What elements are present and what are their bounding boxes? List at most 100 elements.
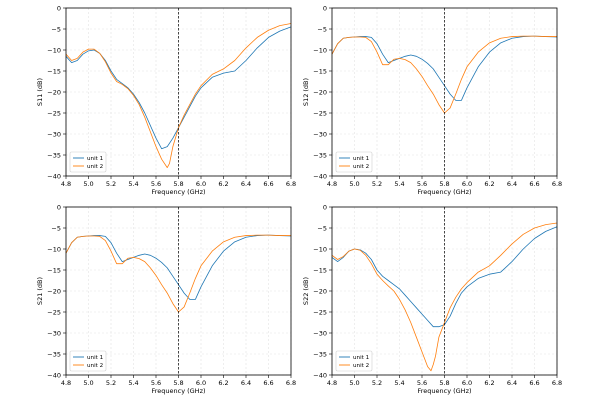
x-tick-label: 5.4 — [128, 379, 138, 387]
y-tick-label: −30 — [47, 329, 61, 337]
y-tick-label: −15 — [313, 67, 327, 75]
y-tick-label: −25 — [47, 308, 61, 316]
y-tick-label: −30 — [313, 130, 327, 138]
y-axis-label: S11 (dB) — [36, 78, 44, 106]
y-tick-label: −35 — [313, 350, 327, 358]
x-tick-label: 6.8 — [552, 180, 562, 188]
x-tick-label: 6.4 — [507, 379, 517, 387]
x-tick-label: 6.6 — [529, 180, 539, 188]
y-axis-label: S22 (dB) — [302, 277, 310, 305]
y-tick-label: −10 — [313, 46, 327, 54]
y-tick-label: −10 — [47, 245, 61, 253]
x-tick-label: 5.2 — [106, 379, 116, 387]
x-tick-label: 4.8 — [327, 180, 337, 188]
series-line-unit-2 — [331, 35, 557, 114]
x-tick-label: 6.2 — [484, 379, 494, 387]
x-tick-label: 6.2 — [484, 180, 494, 188]
y-tick-label: −25 — [47, 109, 61, 117]
y-tick-label: −35 — [47, 151, 61, 159]
y-tick-label: −20 — [313, 287, 327, 295]
legend-label: unit 1 — [353, 355, 370, 361]
series-line-unit-1 — [65, 234, 292, 300]
subplot-s11: 4.8 5.0 5.2 5.4 5.6 5.8 6.0 6.2 6.4 6.6 6.8 0 −5 −10 −… — [36, 4, 296, 196]
legend-box — [69, 350, 107, 372]
series-line-unit-1 — [331, 35, 558, 101]
x-tick-label: 5.0 — [349, 379, 359, 387]
y-tick-label: −5 — [51, 25, 61, 33]
series-line-unit-1 — [65, 26, 292, 150]
y-tick-label: −25 — [313, 308, 327, 316]
y-tick-label: −15 — [313, 266, 327, 274]
legend: unit 1 unit 2 — [335, 350, 373, 372]
x-tick-label: 6.4 — [241, 180, 251, 188]
legend-box — [69, 151, 107, 173]
legend-label: unit 2 — [87, 164, 103, 170]
subplot-s12: 4.8 5.0 5.2 5.4 5.6 5.8 6.0 6.2 6.4 6.6 6.8 0 −5 −10 −… — [302, 4, 562, 196]
y-tick-label: −40 — [47, 172, 61, 180]
subplot-s21: 4.8 5.0 5.2 5.4 5.6 5.8 6.0 6.2 6.4 6.6 6.8 0 −5 −10 −… — [36, 203, 296, 395]
y-tick-label: −15 — [47, 67, 61, 75]
x-tick-label: 5.0 — [349, 180, 359, 188]
legend: unit 1 unit 2 — [69, 151, 107, 173]
series-line-unit-2 — [331, 222, 558, 372]
legend: unit 1 unit 2 — [69, 350, 107, 372]
x-tick-label: 5.6 — [417, 379, 427, 387]
legend: unit 1 unit 2 — [335, 151, 373, 173]
x-tick-label: 4.8 — [61, 180, 71, 188]
y-tick-label: −30 — [47, 130, 61, 138]
y-tick-label: −5 — [51, 224, 61, 232]
subplot-s22: 4.8 5.0 5.2 5.4 5.6 5.8 6.0 6.2 6.4 6.6 6.8 0 −5 −10 −… — [302, 203, 562, 395]
x-tick-label: 6.2 — [218, 180, 228, 188]
x-tick-label: 6.4 — [241, 379, 251, 387]
x-tick-label: 6.6 — [263, 379, 273, 387]
x-tick-label: 5.8 — [173, 379, 183, 387]
x-tick-label: 5.8 — [173, 180, 183, 188]
x-tick-label: 6.0 — [196, 379, 206, 387]
y-tick-label: −35 — [47, 350, 61, 358]
x-tick-label: 5.8 — [439, 180, 449, 188]
y-tick-label: −10 — [313, 245, 327, 253]
legend-label: unit 2 — [87, 363, 103, 369]
legend-box — [335, 151, 373, 173]
y-tick-label: −25 — [313, 109, 327, 117]
x-tick-label: 6.4 — [507, 180, 517, 188]
x-tick-label: 5.6 — [417, 180, 427, 188]
legend-label: unit 1 — [87, 355, 104, 361]
y-tick-label: −20 — [47, 88, 61, 96]
y-tick-label: −20 — [47, 287, 61, 295]
x-tick-label: 6.6 — [263, 180, 273, 188]
x-tick-label: 5.4 — [394, 180, 404, 188]
x-tick-label: 5.0 — [83, 379, 93, 387]
x-tick-label: 5.0 — [83, 180, 93, 188]
y-tick-label: −5 — [317, 224, 327, 232]
x-tick-label: 5.4 — [128, 180, 138, 188]
x-tick-label: 6.8 — [286, 180, 296, 188]
y-tick-label: −15 — [47, 266, 61, 274]
y-tick-label: 0 — [323, 203, 327, 211]
x-tick-label: 5.2 — [372, 180, 382, 188]
series-line-unit-1 — [331, 226, 558, 328]
x-axis-label: Frequency (GHz) — [417, 387, 471, 395]
y-tick-label: −35 — [313, 151, 327, 159]
x-axis-label: Frequency (GHz) — [151, 188, 205, 196]
legend-box — [335, 350, 373, 372]
x-tick-label: 5.8 — [439, 379, 449, 387]
x-tick-label: 6.6 — [529, 379, 539, 387]
y-tick-label: −40 — [313, 172, 327, 180]
y-tick-label: −10 — [47, 46, 61, 54]
x-tick-label: 6.8 — [552, 379, 562, 387]
y-tick-label: −40 — [47, 371, 61, 379]
legend-label: unit 2 — [353, 363, 369, 369]
legend-label: unit 1 — [87, 156, 104, 162]
x-tick-label: 5.6 — [151, 379, 161, 387]
series-line-unit-2 — [65, 23, 292, 169]
y-tick-label: −30 — [313, 329, 327, 337]
x-tick-label: 4.8 — [327, 379, 337, 387]
y-tick-label: 0 — [57, 4, 61, 12]
y-tick-label: −5 — [317, 25, 327, 33]
x-tick-label: 5.4 — [394, 379, 404, 387]
legend-label: unit 1 — [353, 156, 370, 162]
y-tick-label: −40 — [313, 371, 327, 379]
x-axis-label: Frequency (GHz) — [417, 188, 471, 196]
